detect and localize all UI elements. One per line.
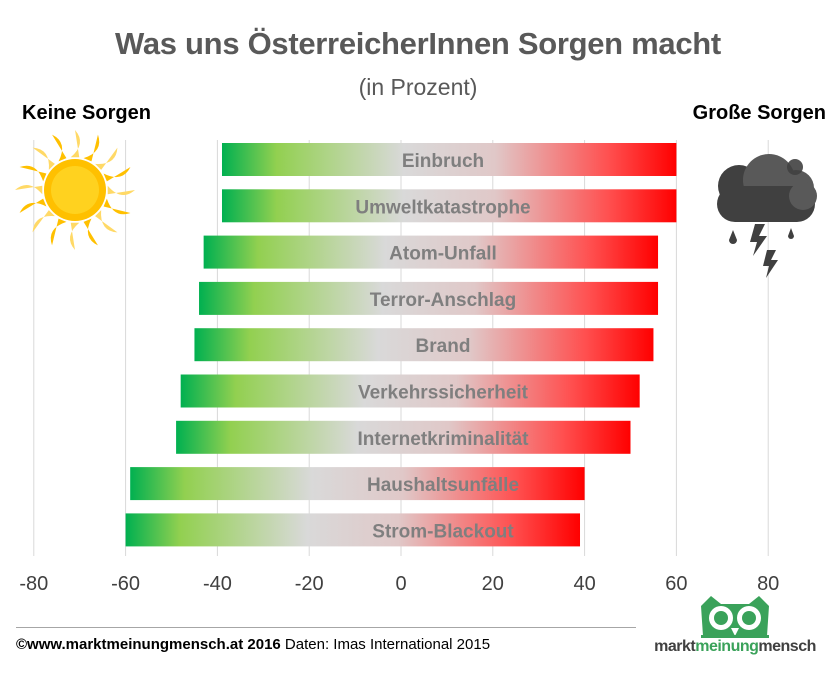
bar-label: Haushaltsunfälle [367, 475, 519, 496]
sun-ray [95, 210, 118, 233]
sun-ray [83, 134, 100, 162]
bar-label: Brand [416, 336, 471, 357]
sun-ray [103, 167, 131, 182]
sun-ray [32, 210, 55, 233]
brand-part-meinung: meinung [695, 638, 759, 655]
source-text: Daten: Imas International 2015 [284, 636, 491, 653]
footer-divider [16, 627, 636, 628]
x-tick-label: 80 [757, 573, 779, 595]
bar-Verkehrssicherheit [180, 374, 640, 408]
bar-Terror-Anschlag [199, 281, 659, 315]
sun-ray [52, 134, 67, 162]
sun-ray [50, 218, 67, 246]
sun-ray [70, 130, 81, 158]
x-tick-label: -60 [111, 573, 140, 595]
sun-ray [69, 222, 80, 250]
bar-Strom-Blackout [125, 513, 581, 547]
bar-Brand [194, 328, 654, 362]
sun-ray [103, 198, 131, 215]
bar-Internetkriminalität [176, 420, 631, 454]
sun-ray [83, 218, 98, 246]
keine-sorgen-label: Keine Sorgen [22, 102, 151, 124]
sun-ray [15, 184, 43, 195]
bar-label: Einbruch [402, 151, 484, 172]
storm-cloud-icon [717, 154, 817, 278]
x-tick-label: -20 [295, 573, 324, 595]
x-tick-label: 60 [665, 573, 687, 595]
brand-part-markt: markt [654, 638, 696, 655]
sun-ray [95, 147, 118, 170]
bar-label: Terror-Anschlag [370, 290, 516, 311]
brand-logo: marktmeinungmensch [640, 596, 830, 666]
chart-title: Was uns ÖsterreicherInnen Sorgen macht [115, 26, 721, 61]
bar-label: Umweltkatastrophe [355, 197, 530, 218]
bar-Haushaltsunfälle [130, 467, 585, 501]
owl-icon [701, 596, 769, 638]
brand-wordmark: marktmeinungmensch [640, 638, 830, 656]
grosse-sorgen-label: Große Sorgen [692, 102, 826, 124]
bar-Atom-Unfall [203, 235, 659, 269]
sun-icon [15, 130, 135, 250]
bar-label: Strom-Blackout [372, 521, 514, 542]
chart-subtitle: (in Prozent) [358, 74, 478, 100]
bar-Umweltkatastrophe [221, 189, 677, 223]
copyright-text: ©www.marktmeinungmensch.at 2016 [16, 636, 281, 653]
sun-ray [32, 147, 55, 170]
x-tick-label: 0 [395, 573, 406, 595]
brand-part-mensch: mensch [758, 638, 816, 655]
sun-ray [19, 165, 47, 182]
bar-label: Verkehrssicherheit [358, 383, 529, 404]
x-tick-label: -80 [19, 573, 48, 595]
x-tick-label: 20 [482, 573, 504, 595]
sun-ray [107, 185, 135, 196]
bar-Einbruch [221, 143, 677, 176]
footer-text: ©www.marktmeinungmensch.at 2016 Daten: I… [16, 636, 490, 653]
x-tick-label: 40 [573, 573, 595, 595]
sun-ray [19, 198, 47, 213]
x-tick-label: -40 [203, 573, 232, 595]
bar-label: Internetkriminalität [357, 429, 529, 450]
bar-label: Atom-Unfall [389, 244, 497, 265]
